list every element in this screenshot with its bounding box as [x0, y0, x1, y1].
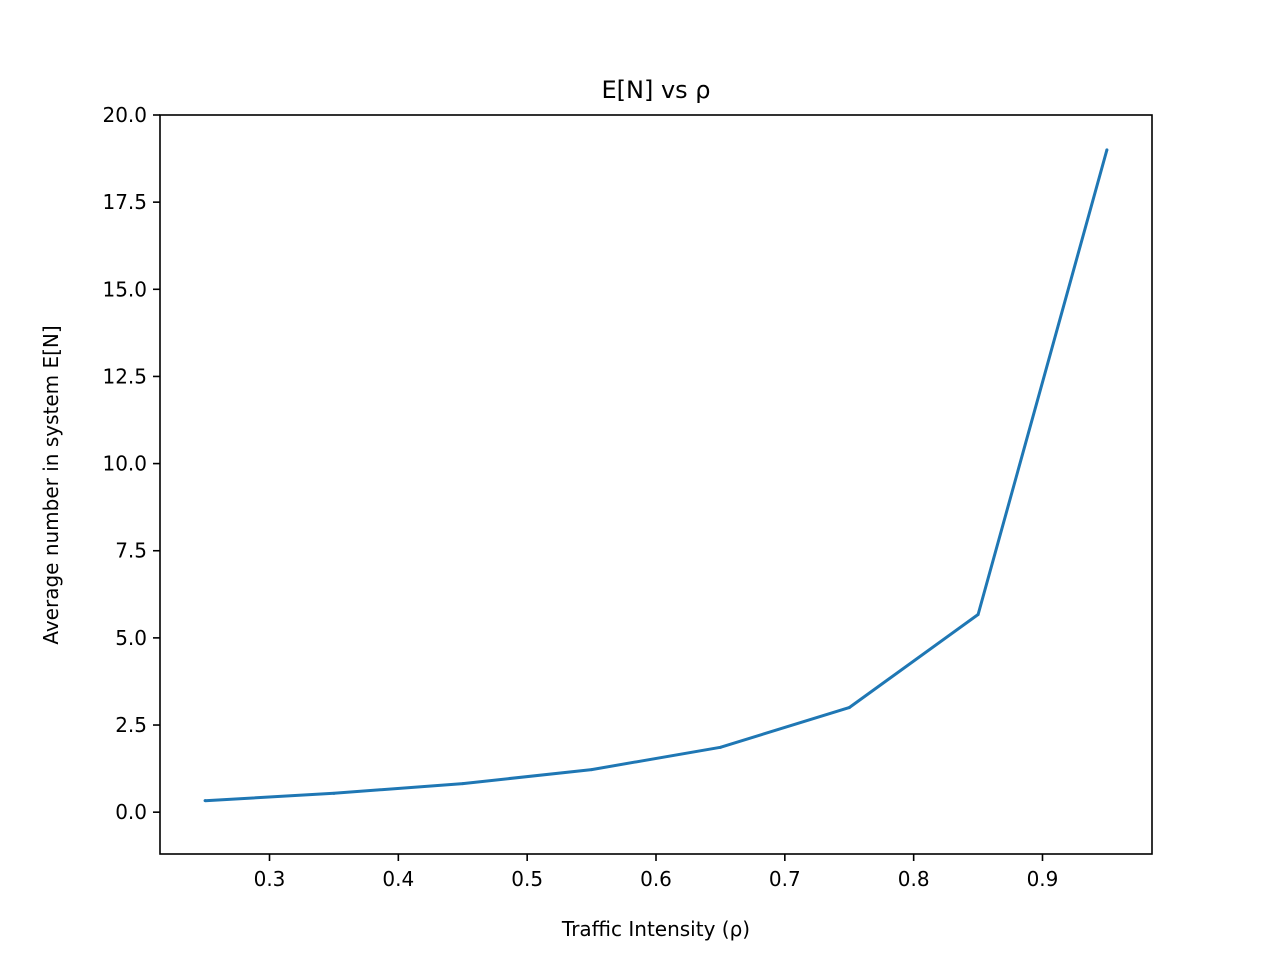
x-tick-label: 0.4 — [382, 867, 414, 891]
data-point — [332, 791, 336, 795]
chart-title: E[N] vs ρ — [601, 76, 710, 104]
data-point — [718, 745, 722, 749]
y-tick-label: 17.5 — [102, 190, 147, 214]
data-point — [203, 799, 207, 803]
series-line — [205, 149, 1109, 803]
y-tick-label: 5.0 — [115, 626, 147, 650]
x-axis-ticks: 0.3 0.4 0.5 0.6 0.7 0.8 0.9 — [254, 854, 1059, 891]
data-point — [1105, 148, 1109, 152]
y-axis-ticks: 0.0 2.5 5.0 7.5 10.0 12.5 15.0 17.5 20.0 — [102, 103, 160, 824]
y-tick-label: 15.0 — [102, 277, 147, 301]
data-point — [590, 768, 594, 772]
y-tick-label: 20.0 — [102, 103, 147, 127]
series-layer — [203, 148, 1109, 803]
x-tick-label: 0.7 — [769, 867, 801, 891]
x-tick-label: 0.5 — [511, 867, 543, 891]
x-tick-label: 0.3 — [254, 867, 286, 891]
y-tick-label: 12.5 — [102, 364, 147, 388]
y-tick-label: 10.0 — [102, 452, 147, 476]
y-tick-label: 2.5 — [115, 713, 147, 737]
y-tick-label: 7.5 — [115, 539, 147, 563]
x-axis-label: Traffic Intensity (ρ) — [561, 917, 750, 941]
y-axis-label: Average number in system E[N] — [39, 325, 63, 644]
data-point — [976, 613, 980, 617]
data-point — [461, 782, 465, 786]
plot-area — [160, 115, 1152, 854]
x-tick-label: 0.8 — [898, 867, 930, 891]
y-tick-label: 0.0 — [115, 800, 147, 824]
data-point — [847, 706, 851, 710]
x-tick-label: 0.9 — [1027, 867, 1059, 891]
x-tick-label: 0.6 — [640, 867, 672, 891]
